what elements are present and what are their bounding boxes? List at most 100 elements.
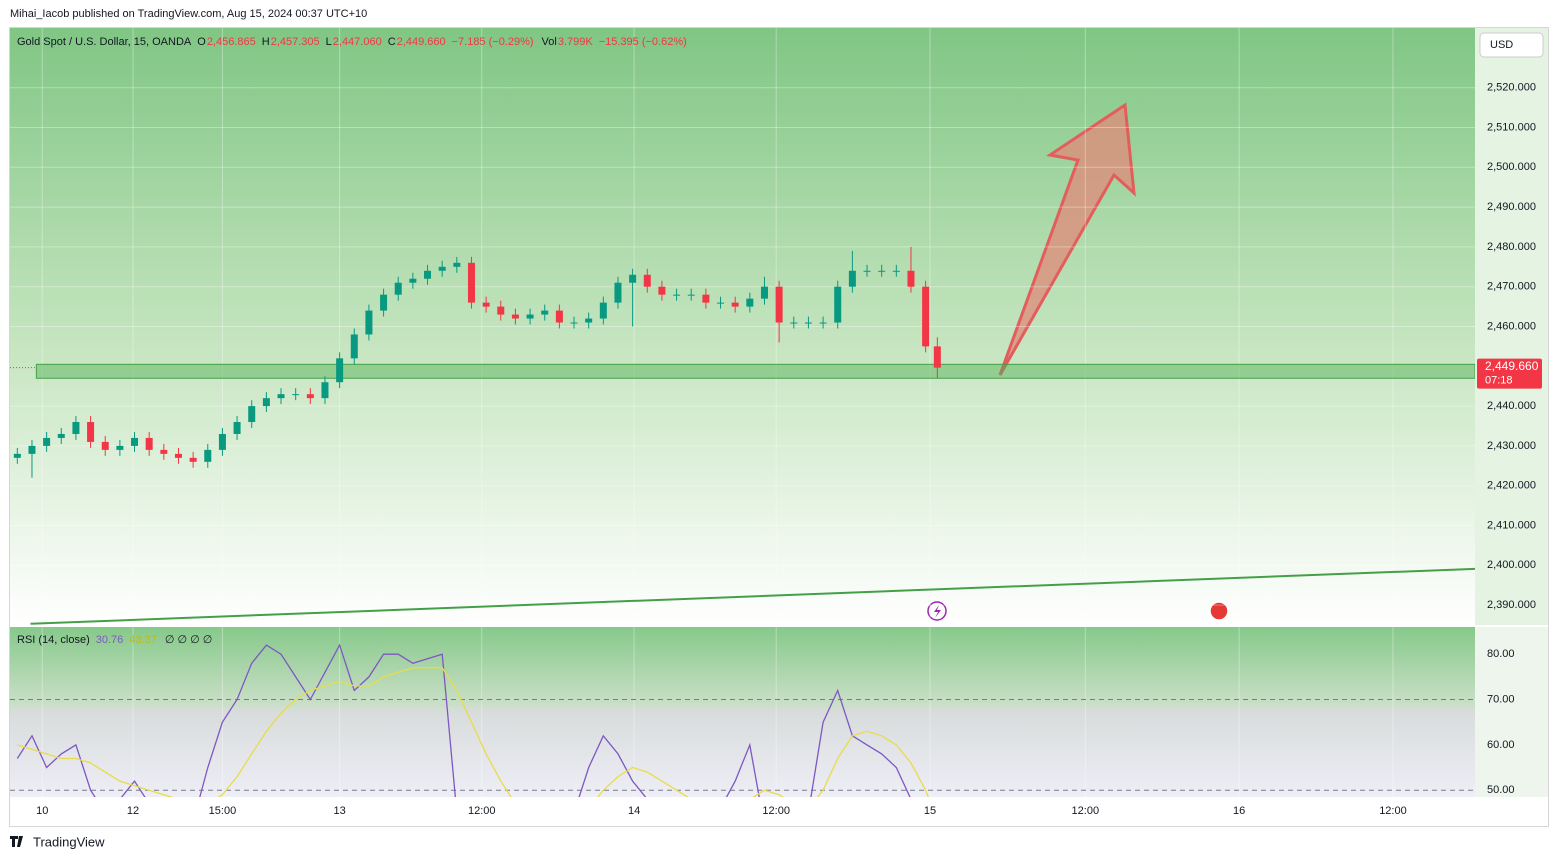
candle-body xyxy=(394,282,402,295)
y-tick-label: 2,480.000 xyxy=(1487,241,1536,253)
candle-body xyxy=(365,310,373,335)
candle-body xyxy=(233,422,241,434)
currency-button[interactable] xyxy=(1479,32,1544,58)
brand: TradingView xyxy=(33,834,105,849)
candle-body xyxy=(336,358,344,383)
legend-text: O xyxy=(197,36,206,48)
candle-body xyxy=(834,286,842,323)
candle-body xyxy=(804,322,812,324)
candle-body xyxy=(101,441,109,450)
x-tick-label: 15:00 xyxy=(209,805,237,817)
candle-body xyxy=(922,286,930,347)
candle-body xyxy=(28,445,36,454)
legend-text: −15.395 (−0.62%) xyxy=(599,36,687,48)
candle-body xyxy=(614,282,622,303)
candle-body xyxy=(673,294,681,296)
candle-body xyxy=(585,318,593,323)
flag-icon[interactable] xyxy=(1209,601,1229,621)
candle-body xyxy=(277,394,285,399)
candle-body xyxy=(189,457,197,462)
trendline xyxy=(30,567,1475,625)
candle-body xyxy=(819,322,827,324)
legend-text: H xyxy=(262,36,270,48)
x-tick-label: 15 xyxy=(924,805,936,817)
candle-body xyxy=(526,314,534,319)
rsi-pane xyxy=(10,627,1475,797)
candle-body xyxy=(380,294,388,311)
candle-body xyxy=(218,433,226,450)
candle-body xyxy=(262,398,270,407)
logo xyxy=(10,836,23,847)
legend-text: Gold Spot / U.S. Dollar, 15, OANDA xyxy=(17,36,192,48)
main-pane xyxy=(10,28,1475,625)
rsi-line xyxy=(17,667,929,797)
y-tick-label: 60.00 xyxy=(1487,739,1515,751)
candle-body xyxy=(702,294,710,303)
candle-body xyxy=(541,310,549,315)
candle-body xyxy=(131,437,139,446)
y-tick-label: 50.00 xyxy=(1487,784,1515,796)
candle-body xyxy=(116,445,124,450)
candle-body xyxy=(87,422,95,442)
y-tick-label: 2,400.000 xyxy=(1487,559,1536,571)
rsi-axis xyxy=(1475,627,1548,797)
candle-body xyxy=(145,437,153,450)
candle-body xyxy=(43,437,51,446)
candle-body xyxy=(321,382,329,399)
layer xyxy=(10,28,1475,797)
candle-body xyxy=(775,286,783,323)
candle-body xyxy=(13,453,21,458)
event-bolt xyxy=(934,605,941,618)
legend-text: −7.185 (−0.29%) xyxy=(452,36,534,48)
candle-body xyxy=(658,286,666,295)
legend-text: RSI (14, close) xyxy=(17,634,90,646)
price-label-text: 2,449.660 xyxy=(1485,359,1539,373)
candle-body xyxy=(731,302,739,307)
candle-body xyxy=(248,406,256,423)
y-tick-label: 70.00 xyxy=(1487,693,1515,705)
y-tick-label: 2,440.000 xyxy=(1487,400,1536,412)
candle-body xyxy=(643,274,651,287)
y-tick-label: 2,490.000 xyxy=(1487,201,1536,213)
published: Mihai_Iacob published on TradingView.com… xyxy=(10,8,367,20)
legend-text: 2,456.865 xyxy=(207,36,256,48)
price-axis xyxy=(1475,28,1548,625)
candle-body xyxy=(599,302,607,319)
candle-body xyxy=(497,306,505,315)
candle-body xyxy=(790,322,798,324)
legend-text: Vol xyxy=(542,36,557,48)
candle-body xyxy=(746,298,754,307)
candle-body xyxy=(482,302,490,307)
legend-text: L xyxy=(326,36,332,48)
y-tick-label: 80.00 xyxy=(1487,648,1515,660)
price-label xyxy=(1477,358,1542,389)
arrow-drawing xyxy=(998,102,1136,376)
layer xyxy=(10,246,1475,625)
x-tick-label: 12 xyxy=(127,805,139,817)
y-tick-label: 2,470.000 xyxy=(1487,281,1536,293)
legend-text: 2,457.305 xyxy=(271,36,320,48)
candle-body xyxy=(933,346,941,368)
x-tick-label: 10 xyxy=(36,805,48,817)
candle-body xyxy=(760,286,768,299)
legend-text: ∅ ∅ ∅ ∅ xyxy=(165,634,213,646)
x-tick-label: 16 xyxy=(1233,805,1245,817)
candle-body xyxy=(717,302,725,304)
y-tick-label: 2,410.000 xyxy=(1487,519,1536,531)
legend-text: 43.37 xyxy=(129,634,157,646)
candle-body xyxy=(409,278,417,283)
candle-body xyxy=(160,449,168,454)
y-tick-label: 2,390.000 xyxy=(1487,599,1536,611)
y-tick-label: 2,510.000 xyxy=(1487,121,1536,133)
legend-text: 2,447.060 xyxy=(333,36,382,48)
y-tick-label: 2,460.000 xyxy=(1487,320,1536,332)
candle-body xyxy=(292,394,300,396)
y-tick-label: 2,500.000 xyxy=(1487,161,1536,173)
candle-body xyxy=(424,270,432,279)
candle-body xyxy=(848,270,856,287)
candle-body xyxy=(687,294,695,296)
candle-body xyxy=(878,270,886,272)
y-tick-label: 2,430.000 xyxy=(1487,440,1536,452)
x-tick-label: 13 xyxy=(334,805,346,817)
